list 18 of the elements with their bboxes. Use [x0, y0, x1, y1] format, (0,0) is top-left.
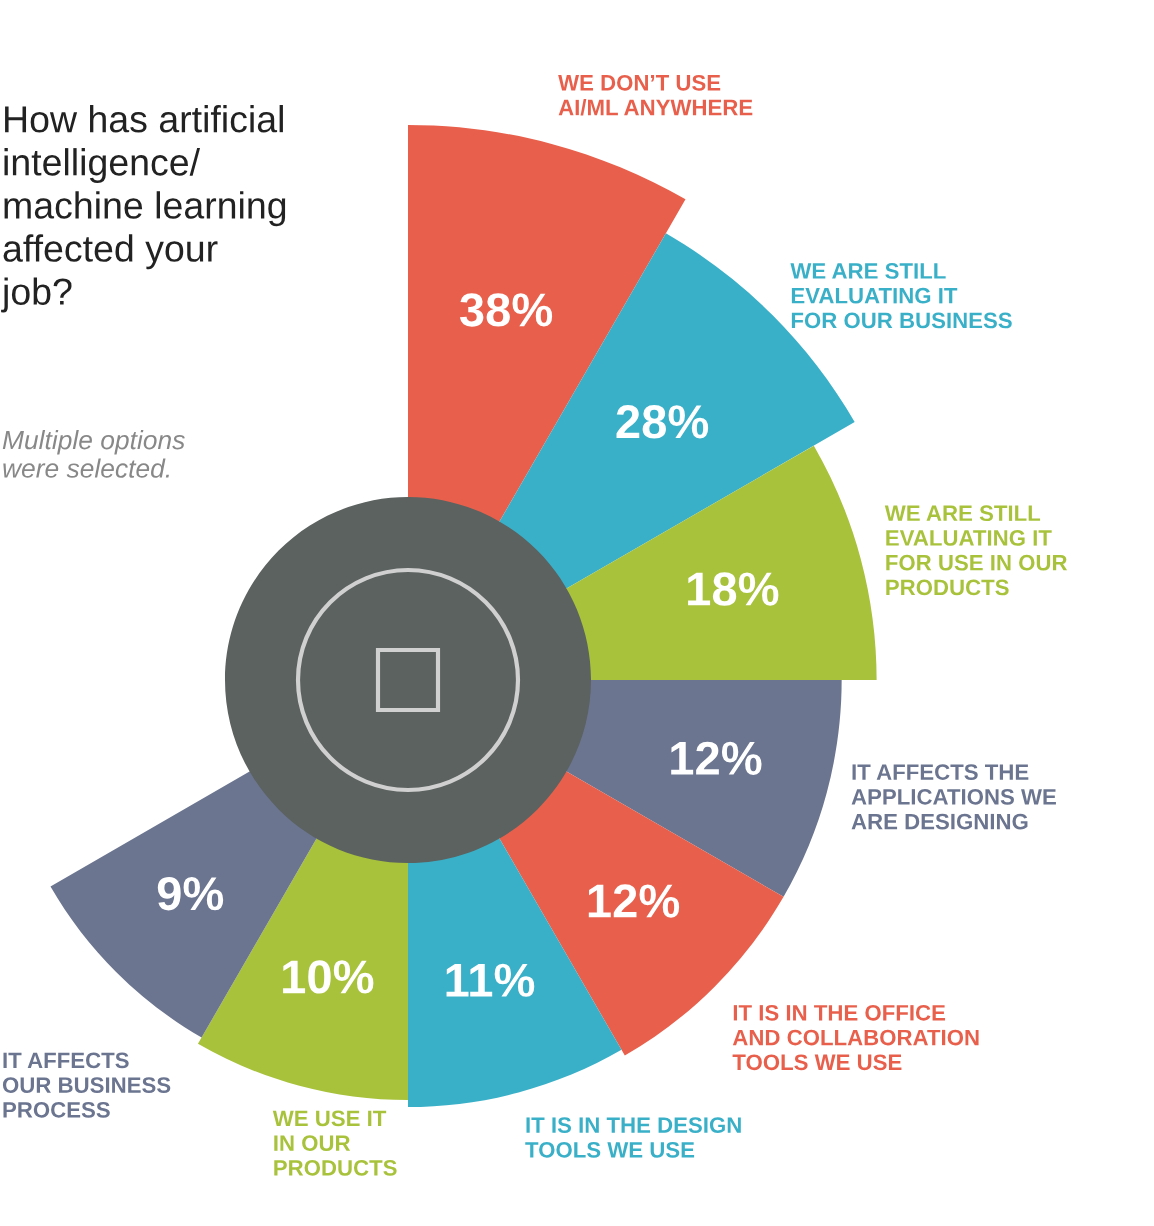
data-label: 11%: [446, 963, 535, 997]
category-label: WE ARE STILL EVALUATING IT FOR USE IN OUR PRODUCTS: [884, 505, 1068, 596]
data-label: 10%: [283, 960, 374, 994]
category-label: IT IS IN THE OFFICE AND COLLABORATION TOOLS WE USE: [732, 1004, 979, 1071]
text: How has artificial intelligence/ machine learning affected your job?: [1, 105, 286, 313]
category-label: WE ARE STILL EVALUATING IT FOR OUR BUSINESS: [790, 263, 1012, 329]
data-label: 12%: [671, 741, 762, 775]
category-label: IT AFFECTS THE APPLICATIONS WE ARE DESIGNING: [851, 764, 1056, 830]
data-label: 38%: [459, 293, 553, 327]
data-label: 9%: [157, 876, 224, 911]
data-label: 28%: [616, 405, 709, 439]
text: Multiple options were selected.: [2, 430, 185, 478]
category-label: IT AFFECTS OUR BUSINESS PROCESS: [2, 1052, 171, 1118]
data-label: 12%: [588, 884, 680, 918]
category-label: WE DON’T USE AI/ML ANYWHERE: [558, 74, 753, 116]
category-label: WE USE IT IN OUR PRODUCTS: [272, 1110, 397, 1176]
category-label: IT IS IN THE DESIGN TOOLS WE USE: [525, 1117, 741, 1158]
data-label: 18%: [688, 572, 779, 606]
